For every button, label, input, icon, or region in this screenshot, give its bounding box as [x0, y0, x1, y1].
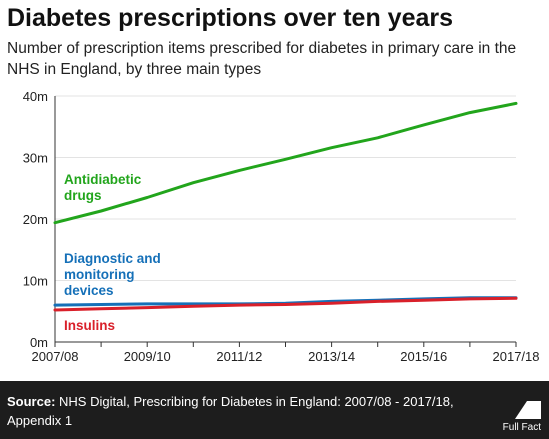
y-tick-label: 30m: [23, 151, 48, 166]
chart-subtitle: Number of prescription items prescribed …: [7, 40, 517, 78]
source-text: NHS Digital, Prescribing for Diabetes in…: [7, 394, 454, 428]
line-chart: 0m 10m 20m 30m 40m 2007/08 2009/10 2011/12 2013/…: [23, 89, 540, 364]
y-tick-label: 40m: [23, 89, 48, 104]
y-tick-label: 10m: [23, 274, 48, 289]
x-tick-label: 2011/12: [216, 349, 262, 364]
series-label: Insulins: [64, 318, 115, 333]
series-label-line: monitoring: [64, 267, 135, 282]
x-tick-label: 2015/16: [400, 349, 447, 364]
series-label: Antidiabetic drugs: [64, 172, 142, 203]
series-label-line: Diagnostic and: [64, 251, 161, 266]
source-label: Source:: [7, 394, 56, 409]
series-label-line: Insulins: [64, 318, 115, 333]
y-tick-label: 0m: [30, 335, 48, 350]
y-tick-label: 20m: [23, 212, 48, 227]
source-note: Source: NHS Digital, Prescribing for Dia…: [7, 392, 477, 430]
x-tick-label: 2017/18: [493, 349, 540, 364]
x-tick-label: 2007/08: [32, 349, 79, 364]
x-tick-label: 2009/10: [124, 349, 171, 364]
series-label: Diagnostic and monitoring devices: [64, 251, 161, 298]
series-layer: [53, 101, 518, 312]
footer: Source: NHS Digital, Prescribing for Dia…: [0, 381, 549, 439]
chart-title: Diabetes prescriptions over ten years: [7, 4, 454, 32]
x-tick-label: 2013/14: [308, 349, 355, 364]
series-label-line: Antidiabetic: [64, 172, 142, 187]
logo-wordmark: Full Fact: [503, 422, 542, 433]
logo-mark: [515, 401, 541, 419]
series-line: [53, 101, 518, 225]
series-label-layer: Antidiabetic drugs Diagnostic and monitorin…: [64, 172, 161, 333]
grid-layer: [55, 95, 516, 281]
series-label-line: devices: [64, 283, 114, 298]
axis-layer: 0m 10m 20m 30m 40m 2007/08 2009/10 2011/12 2013/…: [23, 89, 540, 364]
series-label-line: drugs: [64, 188, 102, 203]
full-fact-logo: Full Fact: [503, 401, 542, 433]
series-line: [53, 296, 518, 312]
